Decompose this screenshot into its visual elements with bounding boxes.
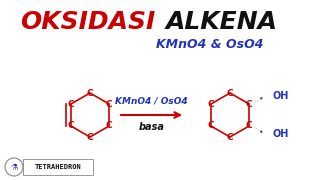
Text: basa: basa (139, 122, 164, 132)
Text: C: C (68, 100, 74, 109)
Text: OKSIDASI: OKSIDASI (20, 10, 156, 34)
Text: OH: OH (272, 91, 288, 101)
Text: TETRAHEDRON: TETRAHEDRON (35, 164, 81, 170)
Text: C: C (106, 100, 112, 109)
Text: ⚗: ⚗ (10, 163, 18, 172)
Text: C: C (208, 122, 214, 130)
FancyBboxPatch shape (23, 159, 93, 175)
Text: KMnO4 & OsO4: KMnO4 & OsO4 (156, 37, 264, 51)
Text: C: C (87, 132, 93, 141)
Text: C: C (106, 122, 112, 130)
Text: C: C (208, 100, 214, 109)
Text: C: C (227, 89, 233, 98)
Text: C: C (227, 132, 233, 141)
Text: C: C (246, 100, 252, 109)
Text: KMnO4 / OsO4: KMnO4 / OsO4 (115, 96, 188, 105)
Text: OH: OH (272, 129, 288, 139)
Text: C: C (246, 122, 252, 130)
Text: C: C (68, 122, 74, 130)
Text: ALKENA: ALKENA (166, 10, 278, 34)
Text: C: C (87, 89, 93, 98)
